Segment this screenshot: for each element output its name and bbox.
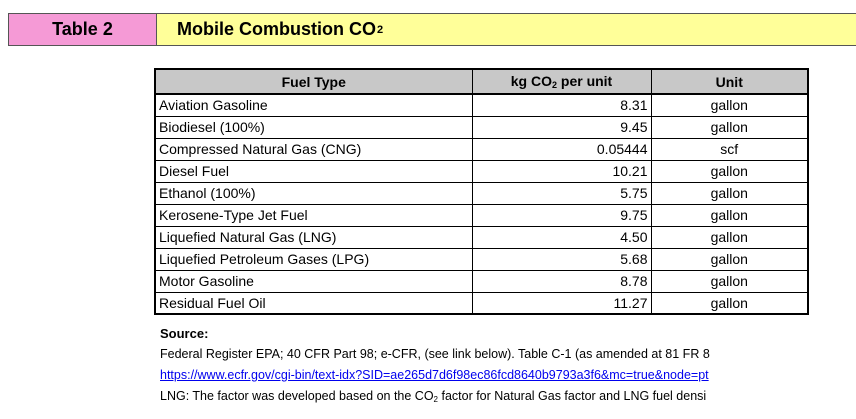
table-row: Kerosene-Type Jet Fuel 9.75 gallon	[154, 203, 809, 227]
table-row: Aviation Gasoline 8.31 gallon	[154, 93, 809, 117]
column-header-kg-co2-suffix: per unit	[557, 73, 613, 89]
emission-value-cell: 8.31	[471, 93, 652, 117]
lng-note-text: LNG: The factor was developed based on t…	[160, 389, 434, 403]
source-citation: Federal Register EPA; 40 CFR Part 98; e-…	[160, 347, 710, 361]
fuel-type-cell: Ethanol (100%)	[154, 181, 473, 205]
fuel-type-cell: Residual Fuel Oil	[154, 291, 473, 315]
emission-value-cell: 0.05444	[471, 137, 652, 161]
emission-value-cell: 11.27	[471, 291, 652, 315]
emission-value-cell: 8.78	[471, 269, 652, 293]
fuel-type-cell: Liquefied Natural Gas (LNG)	[154, 225, 473, 249]
emission-value-cell: 10.21	[471, 159, 652, 183]
column-header-fuel-type-label: Fuel Type	[281, 73, 346, 90]
column-header-kg-co2-label: kg CO	[510, 73, 552, 89]
table-row: Motor Gasoline 8.78 gallon	[154, 269, 809, 293]
unit-cell: scf	[650, 137, 809, 161]
lng-note-text-end: factor for Natural Gas factor and LNG fu…	[438, 389, 707, 403]
table-row: Residual Fuel Oil 11.27 gallon	[154, 291, 809, 315]
unit-cell: gallon	[650, 203, 809, 227]
unit-cell: gallon	[650, 225, 809, 249]
table-title-text: Mobile Combustion CO	[177, 19, 376, 39]
unit-cell: gallon	[650, 159, 809, 183]
table-banner: Table 2 Mobile Combustion CO 2	[8, 13, 856, 46]
source-label: Source:	[160, 326, 209, 341]
emission-value-cell: 5.68	[471, 247, 652, 271]
table-row: Liquefied Petroleum Gases (LPG) 5.68 gallo…	[154, 247, 809, 271]
column-header-kg-co2-subscript: 2	[551, 80, 557, 90]
table-row: Biodiesel (100%) 9.45 gallon	[154, 115, 809, 139]
emission-value-cell: 4.50	[471, 225, 652, 249]
emission-factor-table: Fuel Type kg CO2 per unit Unit Aviation …	[154, 68, 809, 315]
fuel-type-cell: Compressed Natural Gas (CNG)	[154, 137, 473, 161]
source-notes: Source: Federal Register EPA; 40 CFR Par…	[160, 323, 856, 410]
fuel-type-cell: Biodiesel (100%)	[154, 115, 473, 139]
table-row: Ethanol (100%) 5.75 gallon	[154, 181, 809, 205]
fuel-type-cell: Kerosene-Type Jet Fuel	[154, 203, 473, 227]
emission-value-cell: 5.75	[471, 181, 652, 205]
unit-cell: gallon	[650, 181, 809, 205]
lng-note: LNG: The factor was developed based on t…	[160, 386, 856, 410]
table-row: Compressed Natural Gas (CNG) 0.05444 scf	[154, 137, 809, 161]
fuel-type-cell: Aviation Gasoline	[154, 93, 473, 117]
table-row: Diesel Fuel 10.21 gallon	[154, 159, 809, 183]
column-header-fuel-type: Fuel Type	[154, 68, 473, 95]
unit-cell: gallon	[650, 115, 809, 139]
fuel-type-cell: Liquefied Petroleum Gases (LPG)	[154, 247, 473, 271]
table-number-label: Table 2	[52, 19, 113, 39]
unit-cell: gallon	[650, 269, 809, 293]
table-title-subscript: 2	[376, 23, 384, 36]
emission-value-cell: 9.45	[471, 115, 652, 139]
emission-value-cell: 9.75	[471, 203, 652, 227]
fuel-type-cell: Motor Gasoline	[154, 269, 473, 293]
unit-cell: gallon	[650, 291, 809, 315]
table-number: Table 2	[9, 14, 157, 45]
table-row: Liquefied Natural Gas (LNG) 4.50 gallon	[154, 225, 809, 249]
column-header-unit-label: Unit	[715, 73, 743, 90]
fuel-type-cell: Diesel Fuel	[154, 159, 473, 183]
column-header-kg-co2: kg CO2 per unit	[471, 68, 652, 95]
unit-cell: gallon	[650, 247, 809, 271]
lng-note-subscript: 2	[433, 395, 438, 404]
table-header-row: Fuel Type kg CO2 per unit Unit	[154, 68, 809, 95]
column-header-unit: Unit	[650, 68, 809, 95]
table-title: Mobile Combustion CO 2	[157, 14, 856, 45]
source-link[interactable]: https://www.ecfr.gov/cgi-bin/text-idx?SI…	[160, 368, 709, 382]
unit-cell: gallon	[650, 93, 809, 117]
